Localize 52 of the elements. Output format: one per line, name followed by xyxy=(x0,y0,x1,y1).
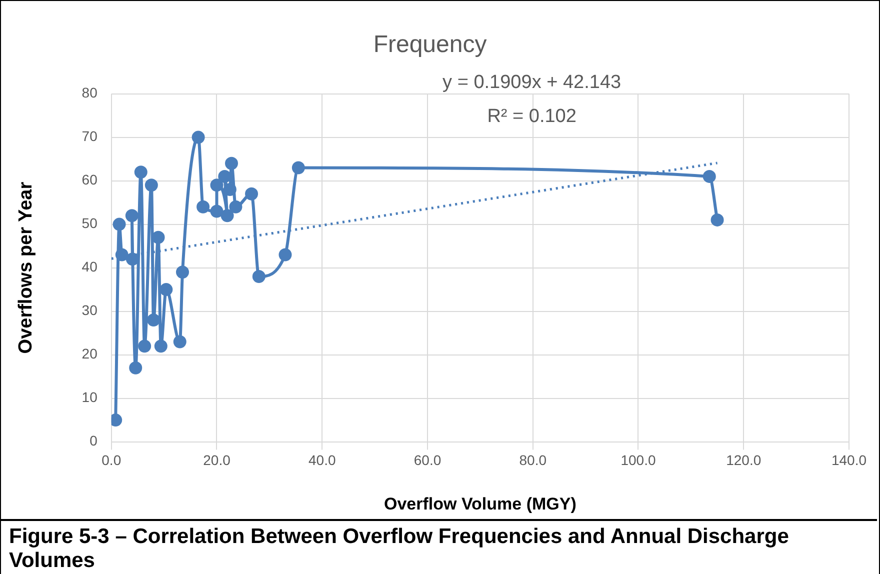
x-axis-title: Overflow Volume (MGY) xyxy=(384,494,576,514)
point xyxy=(134,166,148,179)
point xyxy=(702,170,716,183)
point xyxy=(160,283,173,296)
y-axis-title: Overflows per Year xyxy=(16,181,37,354)
point xyxy=(210,204,224,218)
y-tick-label: 40 xyxy=(82,258,98,275)
y-tick-label: 10 xyxy=(82,389,98,406)
x-tick-label: 20.0 xyxy=(203,452,231,468)
point xyxy=(292,161,305,174)
point xyxy=(229,200,242,214)
text: y = 0.1909x + 42.143 xyxy=(442,72,622,93)
y-tick-label: 70 xyxy=(82,128,98,144)
x-tick-label: 0.0 xyxy=(102,452,122,468)
point xyxy=(138,340,152,353)
point xyxy=(220,209,234,222)
x-tick-label: 140.0 xyxy=(831,452,867,468)
point xyxy=(225,156,238,170)
x-tick-label: 100.0 xyxy=(620,452,656,468)
point xyxy=(152,230,165,244)
point xyxy=(218,170,232,183)
point xyxy=(223,183,236,196)
x-tick-label: 40.0 xyxy=(308,452,336,468)
annotation: R² = 0.102 xyxy=(487,106,576,127)
point xyxy=(196,200,210,214)
x-tick-label: 60.0 xyxy=(414,452,442,468)
point xyxy=(176,266,189,279)
point xyxy=(710,213,724,226)
point xyxy=(252,270,266,283)
point xyxy=(129,361,142,374)
point xyxy=(173,335,186,348)
point xyxy=(115,248,128,262)
y-tick-label: 20 xyxy=(82,346,98,362)
point xyxy=(147,314,160,326)
x-tick-label: 80.0 xyxy=(519,452,547,468)
point xyxy=(192,130,205,144)
y-tick-label: 50 xyxy=(82,215,98,232)
point xyxy=(245,187,258,200)
y-tick-label: 60 xyxy=(82,172,98,188)
caption: Figure 5-3 – Correlation Between Overflow Frequencies and Annual Discharge Volumes xyxy=(1,519,877,574)
point xyxy=(112,218,126,231)
x-tick-label: 120.0 xyxy=(726,452,762,468)
y-tick-label: 80 xyxy=(82,84,98,101)
y-tick-label: 30 xyxy=(82,302,98,318)
chart-title: Frequency xyxy=(373,31,487,58)
point xyxy=(125,209,138,222)
point xyxy=(126,252,139,266)
point xyxy=(278,248,292,262)
point xyxy=(144,178,158,192)
point xyxy=(210,178,224,192)
y-tick-label: 0 xyxy=(90,432,98,449)
point xyxy=(154,340,168,353)
